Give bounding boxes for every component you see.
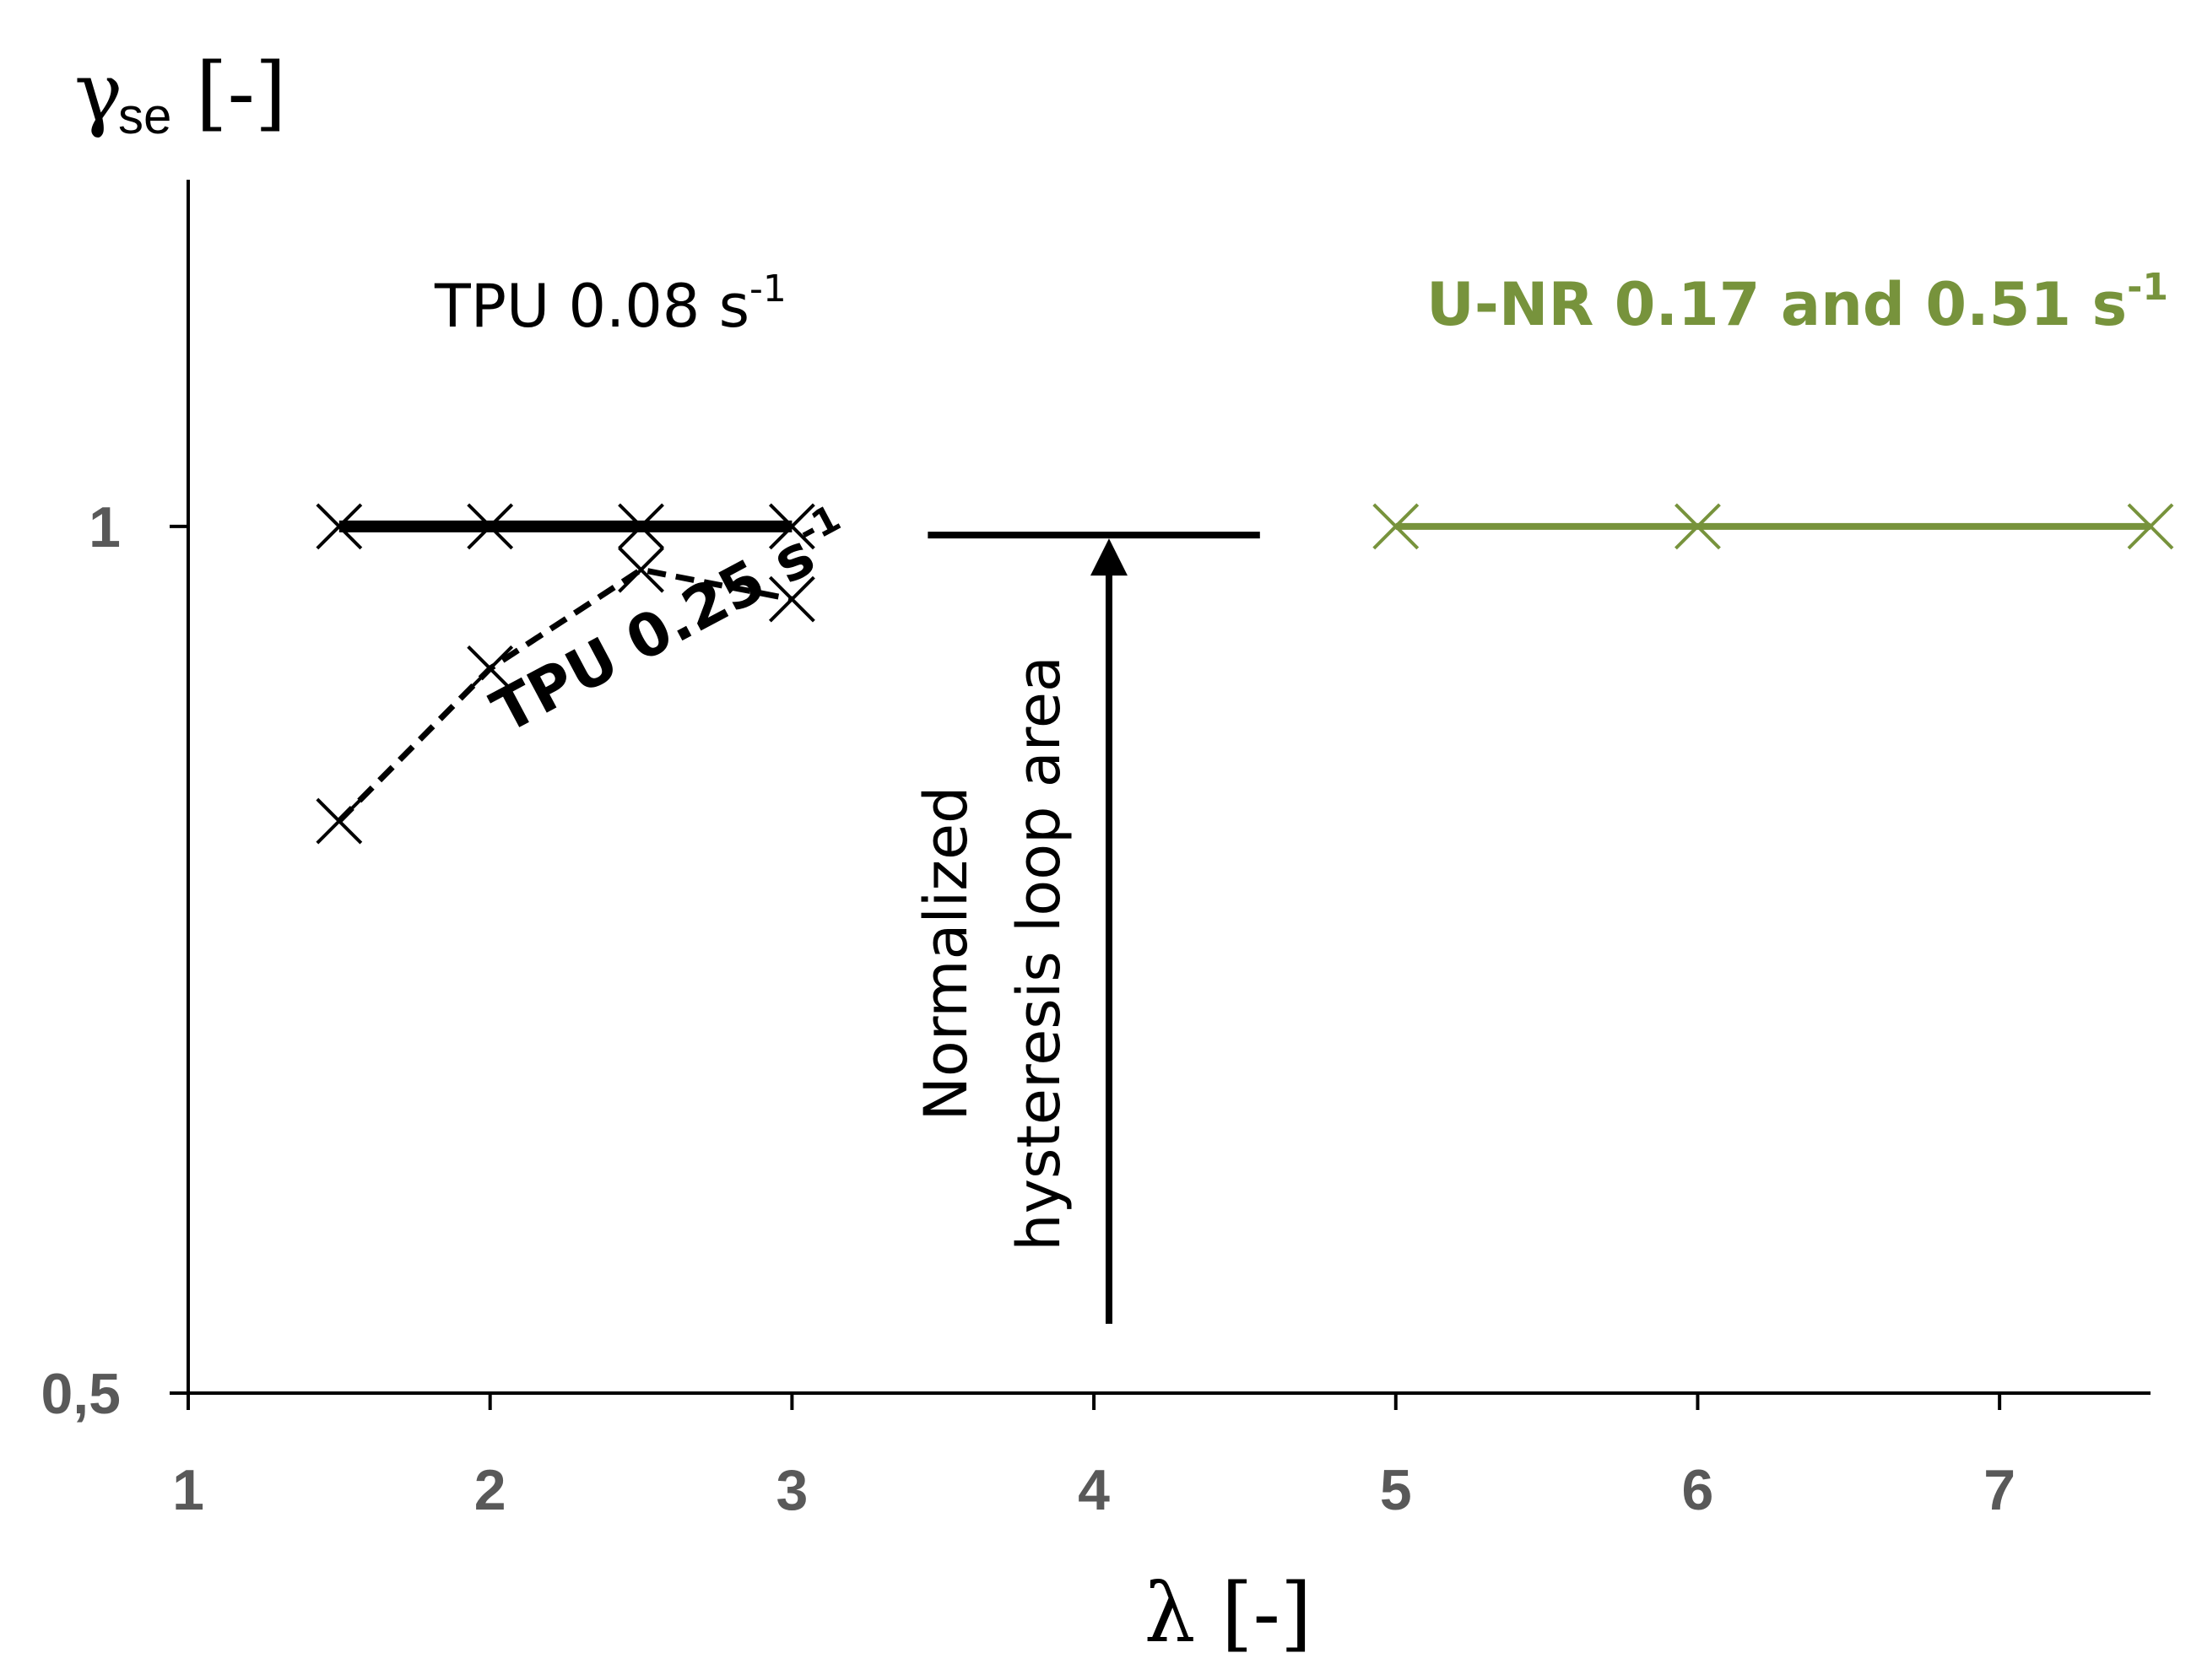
annotation-unr: U-NR 0.17 and 0.51 s-1 bbox=[1426, 266, 2168, 339]
data-point-marker bbox=[467, 645, 514, 692]
annotation-tpu-008-sup: -1 bbox=[749, 267, 787, 311]
x-tick-label: 3 bbox=[776, 1458, 808, 1522]
y-ticks: 10,5 bbox=[41, 495, 188, 1426]
annotation-tpu-008-main: TPU 0.08 s bbox=[434, 272, 749, 341]
data-point-marker bbox=[618, 503, 664, 550]
data-point-marker bbox=[768, 575, 815, 623]
y-axis-subscript: se bbox=[118, 88, 171, 144]
data-point-marker bbox=[2127, 503, 2174, 550]
annotation-unr-main: U-NR 0.17 and 0.51 s bbox=[1426, 270, 2127, 339]
series-3 bbox=[1372, 503, 2174, 550]
y-tick-label: 0,5 bbox=[41, 1362, 121, 1426]
y-axis-unit: [-] bbox=[196, 46, 286, 140]
arrow-head bbox=[1090, 538, 1128, 576]
x-tick-label: 4 bbox=[1078, 1458, 1110, 1522]
x-tick-label: 6 bbox=[1682, 1458, 1714, 1522]
x-ticks: 1 2 3 4 5 6 7 bbox=[172, 1393, 2015, 1522]
data-point-marker bbox=[467, 503, 514, 550]
x-tick-label: 1 bbox=[172, 1458, 204, 1522]
data-point-marker bbox=[768, 503, 815, 550]
data-point-marker bbox=[316, 797, 363, 845]
x-tick-label: 2 bbox=[474, 1458, 506, 1522]
arrow-label-line1: Normalized bbox=[912, 786, 981, 1121]
annotation-tpu-025-main: TPU 0.25 s bbox=[480, 520, 825, 747]
y-axis-symbol: γ bbox=[74, 46, 122, 140]
y-axis-title: γ se [-] bbox=[74, 46, 286, 144]
x-tick-label: 7 bbox=[1983, 1458, 2015, 1522]
hysteresis-arrow bbox=[928, 532, 1260, 1324]
annotation-tpu-025: TPU 0.25 s-1 bbox=[479, 497, 862, 747]
x-axis-title: λ [-] bbox=[1144, 1566, 1312, 1661]
series-2 bbox=[316, 546, 815, 845]
data-point-marker bbox=[316, 503, 363, 550]
series-line bbox=[337, 566, 793, 824]
x-tick-label: 5 bbox=[1380, 1458, 1412, 1522]
annotation-unr-sup: -1 bbox=[2127, 266, 2168, 309]
data-point-marker bbox=[618, 546, 664, 593]
data-point-marker bbox=[1372, 503, 1420, 550]
series-layer bbox=[316, 503, 2174, 845]
series-1 bbox=[316, 503, 815, 550]
annotation-tpu-008: TPU 0.08 s-1 bbox=[434, 267, 787, 341]
arrow-label-line2: hysteresis loop area bbox=[1004, 656, 1074, 1251]
data-point-marker bbox=[1674, 503, 1721, 550]
y-tick-label: 1 bbox=[89, 495, 121, 559]
